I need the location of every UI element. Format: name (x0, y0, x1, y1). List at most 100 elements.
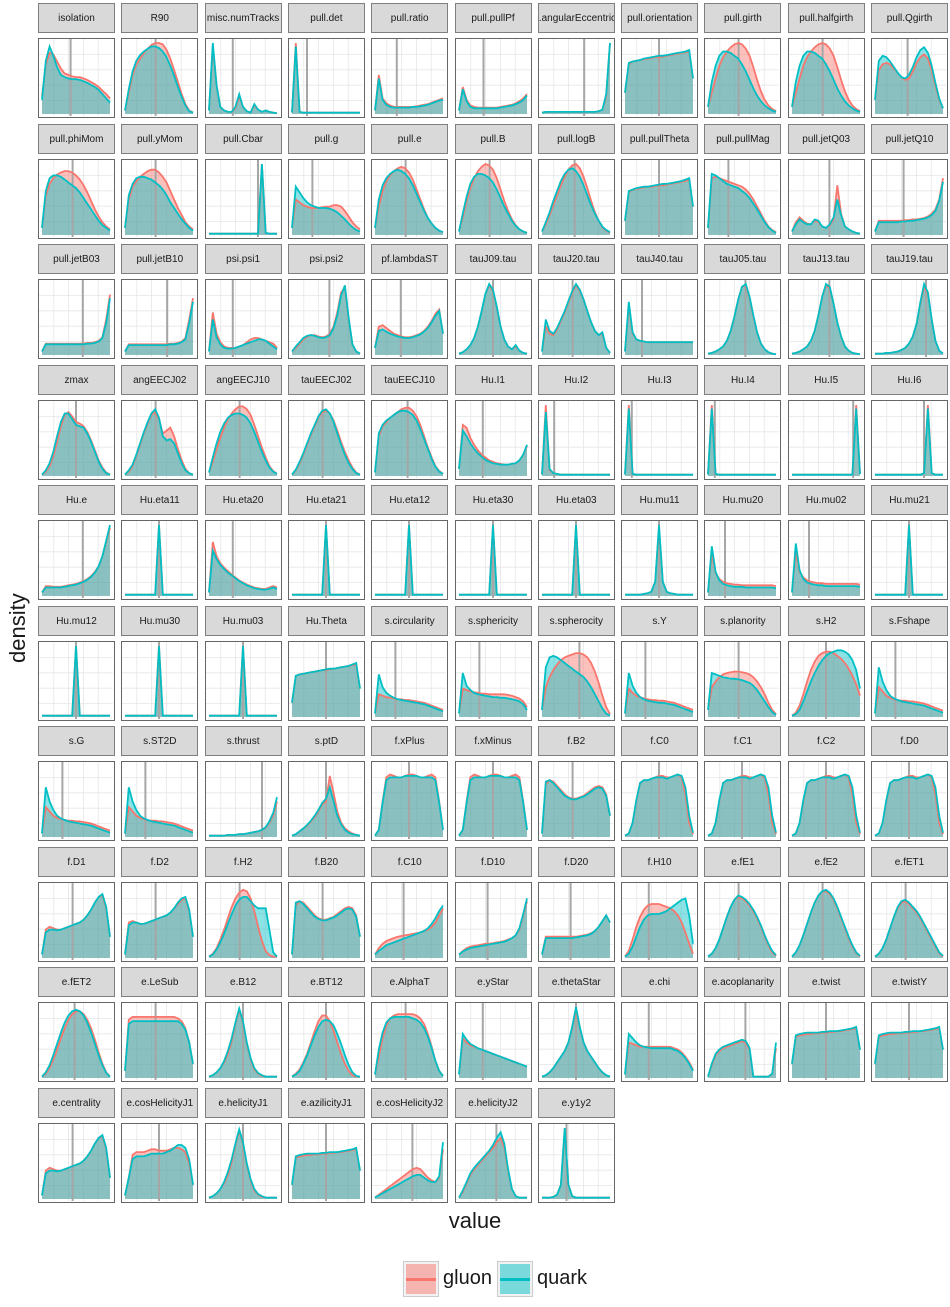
quark-density-line (874, 898, 944, 957)
facet-plot-area (537, 640, 615, 721)
quark-density-line (624, 773, 694, 837)
quark-density-line (874, 1025, 944, 1064)
facet-strip: e.thetaStar (537, 967, 615, 997)
gluon-density-area (541, 780, 610, 837)
facet-panel: pull.jetB10 (121, 244, 199, 359)
facet-panel: Hu.eta21 (287, 485, 365, 600)
facet-title: Hu.mu20 (722, 495, 764, 506)
facet-plot-area (537, 761, 615, 841)
gluon-density-line (457, 773, 528, 837)
gluon-density-area (125, 1016, 194, 1078)
facet-panel: f.B20 (287, 846, 365, 962)
facet-panel: e.B12 (204, 967, 282, 1082)
gluon-density-line (124, 1016, 195, 1071)
facet-plot-area (204, 761, 282, 841)
facet-title: e.azilicityJ1 (300, 1097, 352, 1109)
density-plot (622, 1003, 697, 1080)
quark-density-line (624, 301, 694, 352)
quark-density-line (707, 773, 778, 837)
gluon-density-area (125, 298, 194, 355)
facet-title: e.fE1 (731, 856, 755, 868)
density-plot (122, 762, 197, 839)
facet-plot-area (871, 520, 948, 600)
facet-strip: Hu.I4 (704, 364, 782, 395)
facet-plot-area (621, 761, 699, 841)
density-plot (705, 1003, 780, 1080)
gluon-density-area (42, 895, 110, 958)
quark-density-line (41, 524, 111, 594)
facet-strip: pull.girth (704, 3, 782, 33)
quark-density-line (374, 775, 445, 837)
facet-strip: e.LeSub (121, 967, 199, 997)
facet-panel: Hu.eta30 (454, 485, 532, 600)
facet-panel: e.fE1 (704, 846, 782, 962)
facet-strip: f.xMinus (454, 726, 532, 756)
facet-strip: angEECJ10 (204, 364, 282, 395)
quark-density-area (458, 672, 527, 717)
facet-panel: tauJ05.tau (704, 244, 782, 359)
quark-density-line (707, 893, 778, 957)
quark-density-line (624, 176, 694, 221)
facet-title: Hu.I1 (481, 374, 505, 386)
facet-plot-area (121, 279, 199, 359)
gluon-density-line (624, 686, 694, 714)
quark-density-line (290, 1146, 361, 1185)
quark-density-line (374, 1016, 444, 1077)
facet-plot-area (787, 640, 865, 721)
quark-density-area (708, 1039, 777, 1078)
gluon-density-area (125, 897, 194, 958)
quark-density-area (541, 780, 610, 837)
facet-panel: s.ST2D (121, 726, 199, 841)
quark-density-line (707, 671, 777, 716)
quark-density-line (707, 50, 777, 113)
quark-density-line (374, 168, 444, 233)
gluon-density-line (374, 907, 444, 955)
facet-panel: Hu.Theta (287, 605, 365, 721)
facet-strip: tauJ09.tau (454, 244, 532, 274)
facet-plot-area (121, 1002, 199, 1082)
facet-title: pull.Cbar (223, 133, 264, 145)
facet-panel: e.fET1 (871, 846, 948, 962)
quark-density-line (624, 896, 694, 957)
gluon-density-area (708, 43, 777, 114)
density-plot (872, 521, 946, 598)
quark-density-area (541, 655, 610, 717)
gluon-density-area (708, 404, 777, 476)
facet-title: e.helicityJ1 (218, 1097, 268, 1109)
facet-panel: tauJ40.tau (621, 244, 699, 359)
facet-panel: misc.numTracks (204, 3, 282, 118)
facet-panel: e.twistY (871, 967, 948, 1082)
density-plot (538, 882, 613, 960)
quark-density-area (458, 89, 527, 114)
facet-panel: pull.girth (704, 3, 782, 118)
facet-strip: f.D1 (38, 846, 115, 877)
facet-plot-area (371, 38, 449, 118)
facet-plot-area (38, 520, 115, 600)
facet-title: Hu.I3 (647, 374, 672, 386)
density-plot (205, 159, 280, 237)
quark-density-line (291, 407, 361, 475)
facet-strip: .angularEccentric (537, 3, 615, 33)
quark-density-area (208, 43, 277, 114)
gluon-density-area (125, 169, 194, 235)
facet-title: e.BT12 (310, 977, 343, 988)
facet-strip: Hu.I6 (871, 364, 948, 395)
facet-plot-area (371, 1002, 449, 1082)
facet-title: pull.pullPf (471, 13, 515, 24)
facet-plot-area (287, 640, 365, 721)
facet-plot-area (871, 38, 948, 118)
facet-strip: tauEECJ10 (371, 364, 449, 395)
facet-strip: e.fE1 (704, 846, 782, 877)
facet-title: e.twist (812, 977, 841, 988)
facet-panel: s.spherocity (537, 605, 615, 721)
gluon-density-line (124, 42, 194, 114)
quark-density-area (625, 1034, 694, 1078)
quark-density-area (42, 1134, 110, 1199)
facet-plot-area (787, 399, 865, 480)
gluon-density-area (625, 1042, 694, 1078)
quark-density-line (874, 181, 944, 232)
quark-density-line (791, 773, 861, 837)
gluon-density-area (42, 1011, 110, 1078)
legend-line-quark (500, 1278, 530, 1281)
quark-density-area (208, 163, 277, 235)
